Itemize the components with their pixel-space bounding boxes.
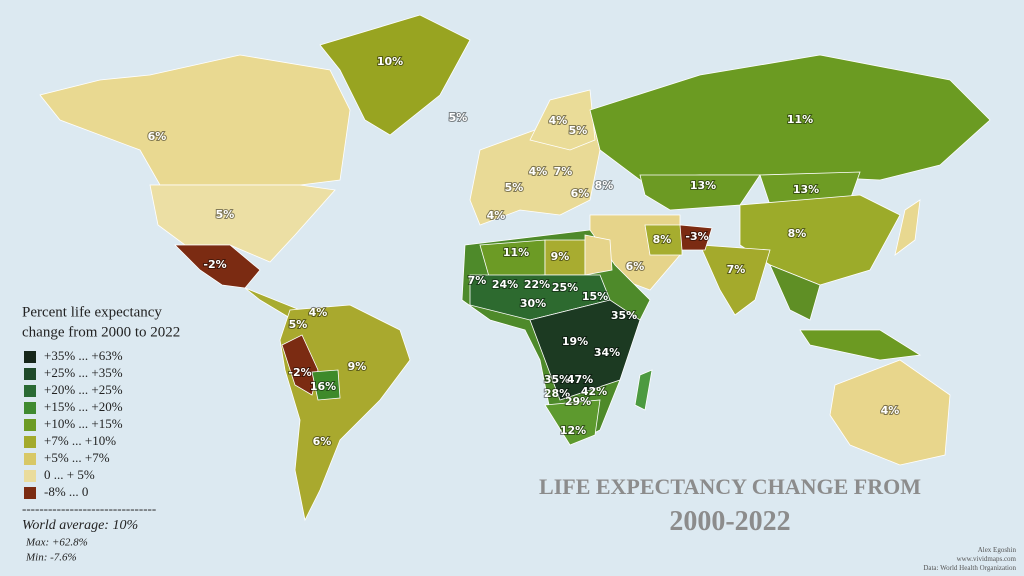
legend-label: +35% ... +63% [44, 348, 123, 363]
country-label: 6% [313, 435, 332, 448]
country-label: 22% [524, 278, 550, 291]
legend-label: -8% ... 0 [44, 484, 88, 499]
country-label: 6% [626, 260, 645, 273]
country-label: 13% [793, 183, 819, 196]
legend-title: change from 2000 to 2022 [22, 324, 180, 340]
country-label: 12% [560, 424, 586, 437]
credit-author: Alex Egoshin [978, 546, 1017, 554]
credit-site: www.vividmaps.com [957, 555, 1017, 563]
legend-label: +25% ... +35% [44, 365, 123, 380]
country-label: 30% [520, 297, 546, 310]
legend-label: 0 ... + 5% [44, 467, 95, 482]
country-label: 8% [653, 233, 672, 246]
legend-swatch [24, 436, 36, 448]
country-label: 8% [595, 179, 614, 192]
country-label: 4% [309, 306, 328, 319]
country-label: 35% [544, 373, 570, 386]
world-average: World average: 10% [22, 518, 138, 533]
country-label: 19% [562, 335, 588, 348]
country-label: 7% [468, 274, 487, 287]
country-label: 28% [544, 387, 570, 400]
country-label: 4% [529, 165, 548, 178]
max-value: Max: +62.8% [25, 537, 88, 549]
title-year: 2000-2022 [669, 506, 790, 537]
country-label: 47% [567, 373, 593, 386]
country-label: -2% [203, 258, 226, 271]
title: LIFE EXPECTANCY CHANGE FROM [539, 474, 921, 499]
legend-label: +10% ... +15% [44, 416, 123, 431]
country-label: 15% [582, 290, 608, 303]
legend-swatch [24, 351, 36, 363]
country-label: 5% [289, 318, 308, 331]
country-label: -3% [685, 230, 708, 243]
country-label: 6% [148, 130, 167, 143]
legend-label: +15% ... +20% [44, 399, 123, 414]
country-labels: 10% 6% 5% -2% 11% 13% 13% 8% 7% -3% 8% 6% 11% 9% 7% 24%… [147, 54, 901, 449]
country-label: 4% [881, 404, 900, 417]
country-label: 16% [310, 380, 336, 393]
country-label: 7% [727, 263, 746, 276]
country-label: 9% [348, 360, 367, 373]
legend-separator: ------------------------------- [22, 501, 156, 516]
country-label: 11% [503, 246, 529, 259]
legend-swatch [24, 487, 36, 499]
country-label: 5% [505, 181, 524, 194]
country-label: 4% [549, 114, 568, 127]
country-label: 6% [571, 187, 590, 200]
country-label: 42% [581, 385, 607, 398]
country-label: 13% [690, 179, 716, 192]
legend-title: Percent life expectancy [22, 304, 162, 320]
country-label: 5% [216, 208, 235, 221]
country-label: 5% [449, 111, 468, 124]
legend-swatch [24, 402, 36, 414]
legend-label: +20% ... +25% [44, 382, 123, 397]
country-label: 5% [569, 124, 588, 137]
legend-label: +7% ... +10% [44, 433, 116, 448]
country-label: 7% [554, 165, 573, 178]
legend-swatch [24, 385, 36, 397]
country-label: 4% [487, 209, 506, 222]
country-label: -2% [288, 366, 311, 379]
credit-source: Data: World Health Organization [923, 564, 1016, 572]
country-label: 24% [492, 278, 518, 291]
country-label: 35% [611, 309, 637, 322]
country-label: 29% [565, 395, 591, 408]
country-label: 11% [787, 113, 813, 126]
legend-label: +5% ... +7% [44, 450, 110, 465]
min-value: Min: -7.6% [25, 552, 77, 564]
legend-swatch [24, 419, 36, 431]
country-label: 9% [551, 250, 570, 263]
legend-swatch [24, 368, 36, 380]
country-label: 8% [788, 227, 807, 240]
country-label: 10% [377, 55, 403, 68]
land [39, 14, 991, 522]
legend: Percent life expectancy change from 2000… [22, 304, 180, 563]
legend-swatch [24, 453, 36, 465]
legend-swatch [24, 470, 36, 482]
country-label: 34% [594, 346, 620, 359]
country-label: 25% [552, 281, 578, 294]
